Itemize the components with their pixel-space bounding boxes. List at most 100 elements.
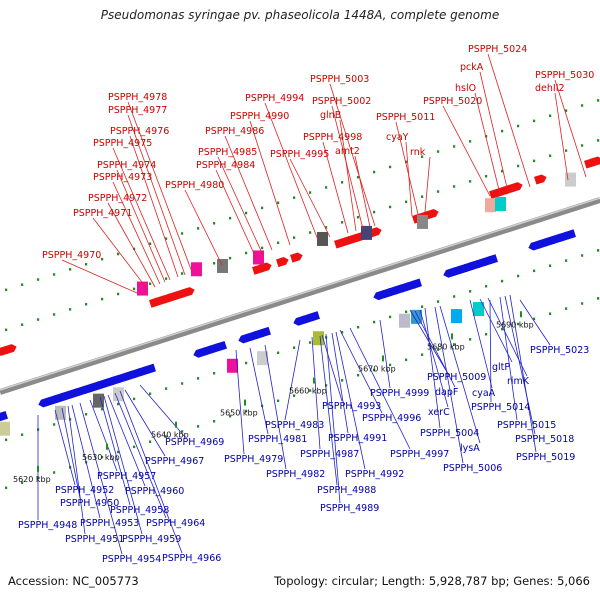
tick-mark [520,311,522,318]
track-dot [597,139,600,142]
accession-text: Accession: NC_005773 [8,574,139,588]
leader-line [112,181,161,285]
leader-line [395,121,419,215]
leader-line [442,105,491,197]
track-dot [389,315,392,319]
reverse-gene-label: dapF [435,387,458,398]
track-dot [581,144,584,147]
leader-line [139,384,186,438]
track-dot [69,308,72,311]
track-dot [181,232,184,235]
feature-box [485,198,496,213]
track-dot [581,254,584,257]
forward-gene-arrow [259,262,272,273]
track-dot [357,175,360,179]
feature-box [257,351,268,366]
leader-line [504,295,536,435]
track-dot [437,300,440,303]
track-dot [133,445,136,449]
reverse-gene-label: PSPPH_4992 [345,469,404,480]
reverse-gene-label: PSPPH_4967 [145,456,204,467]
feature-box [93,393,104,408]
track-dot [437,190,440,193]
forward-gene-label: PSPPH_4970 [42,250,101,261]
track-dot [37,278,40,281]
leader-line [325,333,341,504]
reverse-gene-arrow [307,311,320,322]
track-dot [101,455,104,459]
track-dot [357,373,360,377]
reverse-gene-label: PSPPH_5004 [420,428,479,439]
leader-line [424,156,431,213]
forward-gene-label: cyaY [386,132,409,143]
forward-gene-arrow [426,209,439,220]
leader-line [289,158,331,238]
leader-line [264,102,319,241]
leader-line [249,120,291,246]
track-dot [101,407,104,411]
feature-box [113,387,124,402]
leader-line [217,156,264,256]
forward-gene-label: PSPPH_4986 [205,126,264,137]
forward-gene-label: PSPPH_4974 [97,160,156,171]
track-dot [213,262,216,265]
leader-line [99,396,131,506]
feature-box [473,302,484,317]
leader-line [331,105,364,230]
forward-gene-label: PSPPH_4976 [110,126,169,137]
leader-line [114,392,167,519]
track-dot [165,277,168,280]
track-dot [517,124,520,128]
track-dot [133,397,136,401]
reverse-gene-label: PSPPH_5006 [443,463,502,474]
forward-gene-label: PSPPH_5020 [423,96,482,107]
track-dot [565,149,568,152]
feature-box [253,250,264,265]
leader-line [519,299,551,346]
tick-mark [106,443,108,450]
tick-mark [244,399,246,406]
track-dot [21,283,24,286]
feature-box [217,258,228,273]
tick-mark [37,465,39,472]
reverse-gene-label: PSPPH_4991 [328,433,387,444]
leader-line [499,296,518,421]
track-dot [341,331,344,334]
track-dot [101,297,104,301]
track-dot [325,186,328,189]
reverse-gene-label: gltP [492,362,510,373]
track-dot [149,242,152,245]
track-dot [53,273,56,276]
track-dot [261,246,264,250]
track-dot [293,346,296,349]
forward-gene-label: PSPPH_5030 [535,70,594,81]
track-dot [69,268,72,271]
track-dot [565,109,568,112]
track-dot [277,241,280,245]
tick-mark [451,333,453,340]
leader-line [89,399,118,472]
leader-line [439,305,481,444]
tick-label: 5660 kbp [289,387,327,396]
track-dot [549,312,552,315]
track-dot [485,284,488,288]
forward-gene-label: pckA [460,62,484,73]
track-dot [5,486,8,490]
leader-line [311,336,321,450]
leader-line [61,259,138,294]
track-dot [149,282,152,285]
leader-line [127,101,193,273]
track-dot [501,327,504,331]
leader-line [335,331,366,470]
reverse-gene-label: PSPPH_4981 [248,434,307,445]
track-dot [149,440,152,443]
reverse-gene-label: PSPPH_4960 [125,486,184,497]
reverse-gene-arrow [409,278,422,289]
track-dot [517,164,520,168]
leader-line [434,306,464,464]
track-dot [197,425,200,428]
leader-line [322,141,349,234]
track-dot [453,145,456,148]
tick-label: 5650 kbp [220,409,258,418]
leader-line [235,349,245,455]
